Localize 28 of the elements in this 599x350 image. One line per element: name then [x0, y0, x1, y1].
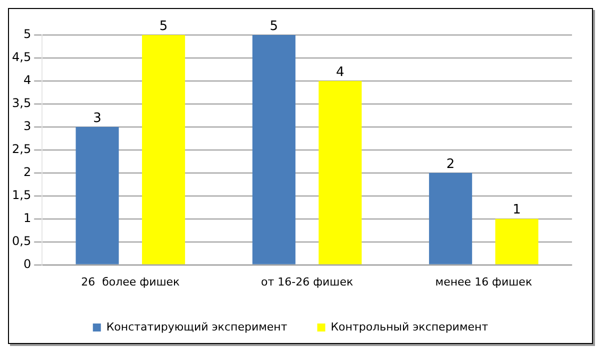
data-label: 1 — [512, 202, 521, 218]
x-tick-label: от 16-26 фишек — [260, 275, 354, 288]
y-tick-label: 3 — [23, 119, 32, 134]
data-label: 4 — [336, 64, 344, 80]
data-label: 3 — [93, 110, 102, 126]
x-tick-label: менее 16 фишек — [435, 275, 532, 288]
bar — [142, 35, 186, 264]
bar — [318, 80, 362, 264]
y-tick-label: 2,5 — [12, 142, 32, 156]
data-label: 2 — [446, 156, 455, 172]
y-tick-label: 5 — [23, 27, 32, 42]
y-tick-label: 3,5 — [12, 96, 32, 110]
bar — [252, 35, 296, 264]
y-tick-label: 1,5 — [12, 188, 32, 202]
y-tick-label: 0,5 — [12, 234, 32, 248]
y-tick-label: 0 — [23, 256, 32, 271]
x-tick-label: 26 более фишек — [81, 275, 180, 288]
y-tick-label: 4,5 — [12, 50, 32, 64]
data-label: 5 — [270, 18, 278, 34]
data-label: 5 — [159, 18, 168, 34]
bar — [76, 126, 119, 264]
bar — [495, 218, 538, 264]
y-tick-label: 1 — [23, 210, 32, 225]
bar — [429, 172, 472, 264]
y-tick-label: 4 — [23, 73, 32, 88]
legend-label: Контрольный эксперимент — [330, 320, 489, 334]
legend-label: Констатирующий эксперимент — [106, 320, 288, 334]
y-tick-label: 2 — [23, 165, 32, 180]
